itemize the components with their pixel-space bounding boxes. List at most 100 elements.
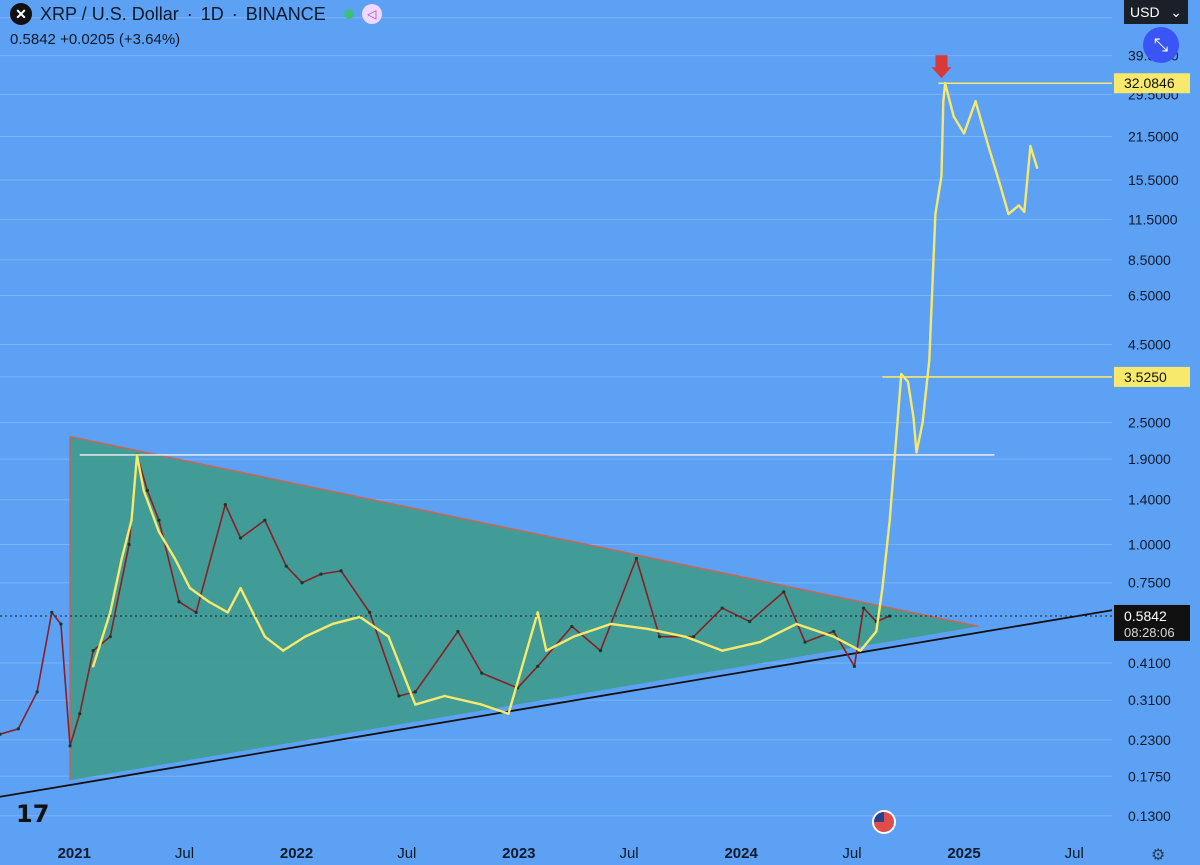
symbol-title[interactable]: XRP / U.S. Dollar xyxy=(40,3,179,24)
peak-arrow-icon xyxy=(931,55,952,79)
projection-point xyxy=(683,635,687,638)
y-tick-label: 2.5000 xyxy=(1128,415,1171,431)
projection-point xyxy=(928,358,931,362)
title-separator-2: · xyxy=(231,3,238,24)
projection-point xyxy=(1017,204,1021,207)
x-tick-label: Jul xyxy=(619,845,638,860)
projection-point xyxy=(387,635,390,638)
projection-point xyxy=(758,640,762,644)
price-point xyxy=(720,606,724,610)
price-point xyxy=(263,518,267,522)
projection-point xyxy=(888,519,891,522)
price-point xyxy=(397,694,401,698)
x-tick-label: 2022 xyxy=(280,845,313,860)
gear-icon[interactable]: ⚙ xyxy=(1151,847,1166,864)
price-point xyxy=(35,690,39,694)
projection-point xyxy=(900,372,903,376)
collapse-arrows-icon[interactable]: ⤡ xyxy=(1143,27,1179,63)
price-point xyxy=(570,624,574,629)
price-point xyxy=(339,569,343,573)
support-trendline xyxy=(0,609,1113,798)
projection-point xyxy=(1029,144,1032,148)
price-point xyxy=(68,744,72,748)
price-point xyxy=(59,622,63,626)
projection-point xyxy=(940,174,943,177)
projection-point xyxy=(609,622,613,626)
price-point xyxy=(803,640,807,644)
projection-point xyxy=(443,694,446,698)
projection-point xyxy=(188,586,192,590)
projection-point xyxy=(173,557,176,560)
x-tick-label: Jul xyxy=(397,845,416,860)
projection-point xyxy=(1007,212,1010,216)
projection-point xyxy=(572,635,575,638)
price-point xyxy=(536,664,540,668)
price-point xyxy=(319,572,323,576)
projection-point xyxy=(331,622,334,626)
projection-point xyxy=(157,530,161,533)
projection-point xyxy=(795,622,798,626)
price-point xyxy=(78,712,82,716)
projection-point xyxy=(943,82,947,85)
chevron-down-icon: ⌄ xyxy=(1170,3,1182,20)
title-separator: · xyxy=(186,3,193,24)
price-point xyxy=(832,629,836,634)
projection-point xyxy=(881,586,884,590)
currency-label: USD xyxy=(1130,4,1160,20)
projection-point xyxy=(952,115,955,118)
price-point xyxy=(888,614,892,618)
projection-point xyxy=(281,649,285,652)
projection-point xyxy=(1035,166,1039,169)
triangle-pattern xyxy=(70,436,979,781)
market-open-dot-icon xyxy=(343,9,354,19)
y-tick-label: 1.0000 xyxy=(1128,536,1171,552)
projection-point xyxy=(832,635,835,638)
projection-point xyxy=(942,100,945,103)
price-point xyxy=(50,610,54,615)
y-tick-label: 6.5000 xyxy=(1128,288,1171,304)
price-point xyxy=(157,518,161,522)
y-tick-label: 8.5000 xyxy=(1128,252,1171,268)
price-point xyxy=(634,556,638,561)
price-tag-3-525-bg xyxy=(1114,366,1190,387)
projection-point xyxy=(915,451,918,454)
projection-point xyxy=(109,611,112,614)
projection-point xyxy=(859,649,862,652)
exchange-label[interactable]: BINANCE xyxy=(245,3,326,24)
price-change-pct: (+3.64%) xyxy=(118,31,181,48)
y-tick-label: 0.4100 xyxy=(1128,655,1171,671)
y-tick-label: 0.2300 xyxy=(1128,732,1171,748)
price-point xyxy=(413,690,417,694)
y-tick-label: 0.3100 xyxy=(1128,692,1171,708)
projection-point xyxy=(987,144,990,148)
price-point xyxy=(127,542,131,547)
projection-point xyxy=(536,611,539,614)
us-flag-icon[interactable] xyxy=(872,810,896,834)
projection-point xyxy=(962,132,966,135)
price-point xyxy=(194,610,198,615)
price-point xyxy=(284,564,288,568)
projection-point xyxy=(239,586,242,590)
x-tick-label: 2025 xyxy=(947,845,980,860)
tradingview-logo-icon[interactable]: 17 xyxy=(16,800,50,828)
projection-point xyxy=(646,627,650,631)
projection-point xyxy=(135,453,139,457)
xrp-logo-icon: ✕ xyxy=(10,3,32,25)
price-point xyxy=(91,649,95,653)
price-tag-3-525: 3.5250 xyxy=(1124,369,1167,385)
y-tick-label: 0.1300 xyxy=(1128,808,1171,824)
projection-point xyxy=(91,665,95,668)
price-point xyxy=(108,635,112,639)
projection-point xyxy=(480,703,483,706)
currency-select[interactable]: USD ⌄ xyxy=(1124,0,1188,24)
price-change: +0.0205 xyxy=(60,31,115,48)
triangle-indicator-icon[interactable]: ◁ xyxy=(361,4,382,24)
current-price-tag: 0.5842 xyxy=(1124,608,1167,624)
projection-point xyxy=(130,519,133,522)
interval-label[interactable]: 1D xyxy=(200,3,224,24)
y-tick-label: 21.5000 xyxy=(1128,128,1179,144)
triangle-upper-edge xyxy=(69,435,979,628)
price-point xyxy=(598,649,603,653)
